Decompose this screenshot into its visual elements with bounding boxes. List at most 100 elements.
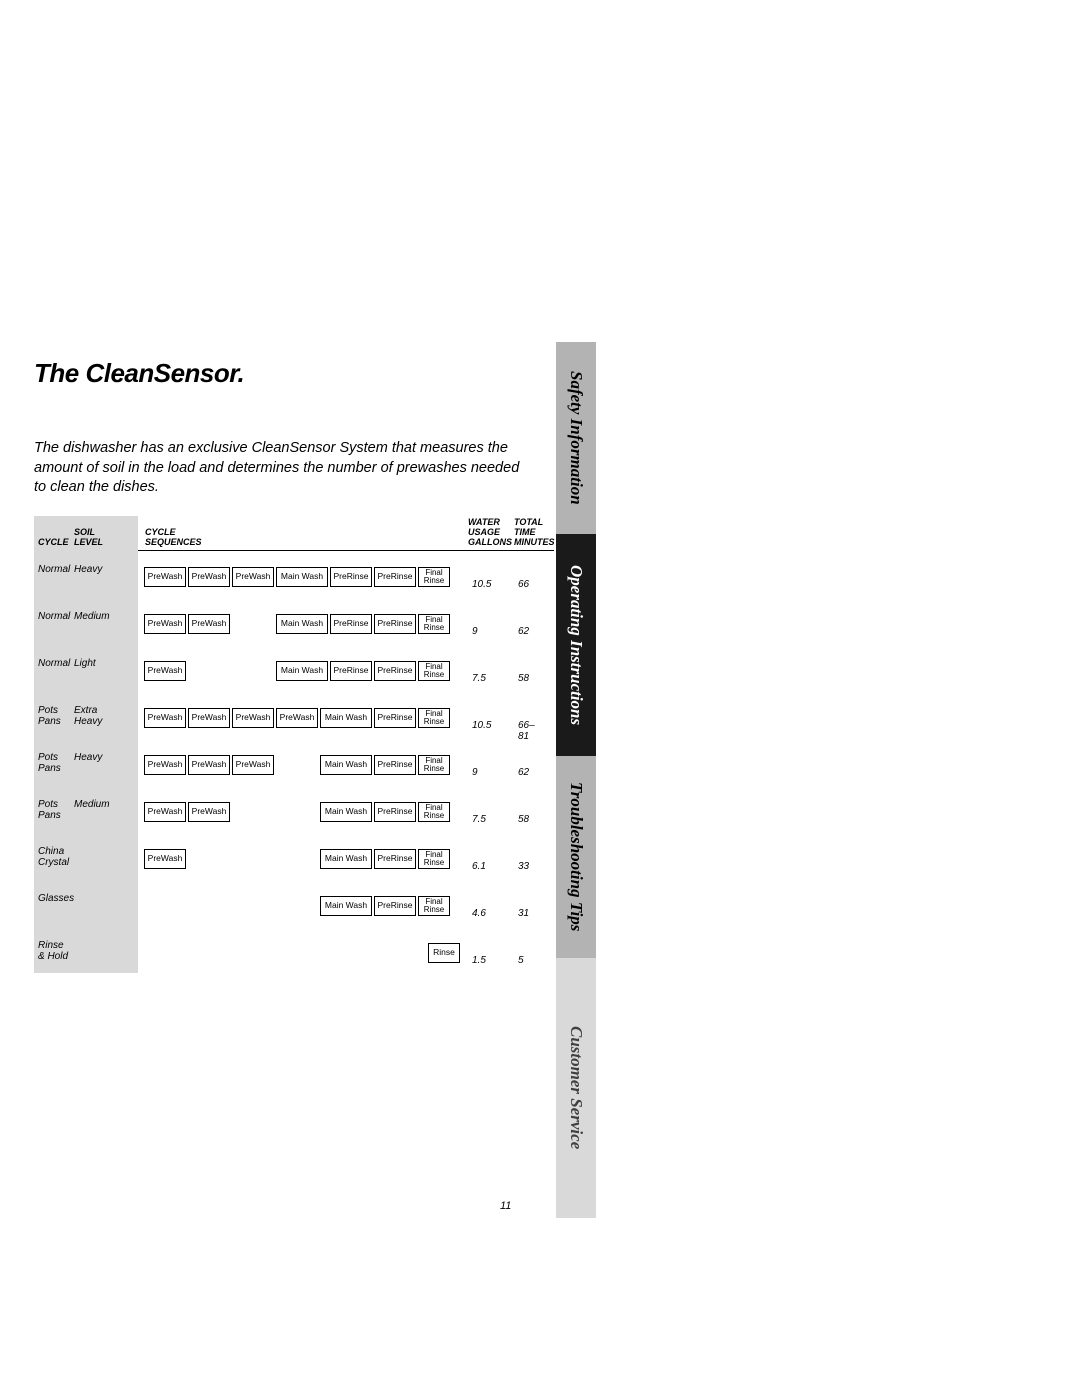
sequence-box: PreWash [144, 614, 186, 634]
sequence-box: PreRinse [374, 755, 416, 775]
sequence-box: FinalRinse [418, 567, 450, 587]
time-value: 66 [518, 579, 529, 590]
table-row: Normal Light PreWash Main WashPreRinsePreRi… [34, 644, 524, 691]
time-value: 58 [518, 814, 529, 825]
tab-safety[interactable]: Safety Information [556, 342, 596, 534]
table-row: ChinaCrystal PreWash Main WashPreRinseFina… [34, 832, 524, 879]
sequence-box: PreWash [144, 567, 186, 587]
soil-label: ExtraHeavy [74, 705, 102, 727]
sequence-box: PreWash [188, 614, 230, 634]
sequence-group: Main WashPreRinsePreRinseFinalRinse [276, 661, 450, 681]
sequence-box: FinalRinse [418, 849, 450, 869]
sequence-box: PreRinse [374, 661, 416, 681]
tab-operating[interactable]: Operating Instructions [556, 534, 596, 756]
tab-customer[interactable]: Customer Service [556, 958, 596, 1218]
soil-label: Medium [74, 799, 110, 810]
time-value: 62 [518, 767, 529, 778]
sequence-box: PreWash [144, 802, 186, 822]
soil-label: Heavy [74, 564, 102, 575]
sequence-box: PreWash [188, 708, 230, 728]
water-value: 1.5 [472, 955, 486, 966]
sequence-box: PreRinse [374, 802, 416, 822]
sequence-box: PreWash [232, 567, 274, 587]
sequence-box: PreWash [144, 708, 186, 728]
sequence-box: Rinse [428, 943, 460, 963]
cycle-label: Normal [38, 658, 70, 669]
table-row: PotsPansHeavyPreWashPreWashPreWashMain W… [34, 738, 524, 785]
water-value: 7.5 [472, 814, 486, 825]
page-title: The CleanSensor. [34, 358, 524, 389]
time-value: 62 [518, 626, 529, 637]
sequence-box: FinalRinse [418, 661, 450, 681]
water-value: 6.1 [472, 861, 486, 872]
page-number: 11 [500, 1200, 511, 1212]
sequence-box: PreRinse [330, 567, 372, 587]
sequence-box: PreWash [232, 755, 274, 775]
cycle-label: PotsPans [38, 705, 61, 727]
soil-label: Light [74, 658, 96, 669]
cycle-label: Normal [38, 611, 70, 622]
sequence-box: FinalRinse [418, 896, 450, 916]
cycle-table: CYCLE SOILLEVEL CYCLESEQUENCES WATERUSAG… [34, 516, 524, 973]
header-water: WATERUSAGEGALLONS [468, 517, 512, 547]
sequence-box: PreRinse [374, 614, 416, 634]
header-sequences: CYCLESEQUENCES [145, 527, 202, 547]
sequence-box: PreRinse [374, 708, 416, 728]
sequence-box: Main Wash [320, 708, 372, 728]
water-value: 7.5 [472, 673, 486, 684]
sequence-box: FinalRinse [418, 755, 450, 775]
sequence-box: PreWash [188, 567, 230, 587]
side-tabs: Safety Information Operating Instruction… [556, 0, 596, 1397]
sequence-group: PreWash [144, 661, 186, 681]
sequence-group: PreWash [144, 849, 186, 869]
sequence-box: PreWash [188, 802, 230, 822]
intro-text: The dishwasher has an exclusive CleanSen… [34, 439, 524, 498]
sequence-box: PreRinse [330, 661, 372, 681]
sequence-group: PreWashPreWashPreWash [144, 755, 274, 775]
sequence-box: Main Wash [276, 614, 328, 634]
sequence-box: Main Wash [320, 849, 372, 869]
sequence-group: PreWashPreWashPreWashPreWashMain WashPre… [144, 708, 450, 728]
sequence-group: Main WashPreRinsePreRinseFinalRinse [276, 614, 450, 634]
soil-label: Medium [74, 611, 110, 622]
sequence-box: FinalRinse [418, 614, 450, 634]
sequence-group: Main WashPreRinseFinalRinse [320, 849, 450, 869]
sequence-box: PreRinse [374, 896, 416, 916]
header-soil: SOILLEVEL [74, 527, 103, 547]
sequence-box: PreWash [232, 708, 274, 728]
sequence-box: Main Wash [320, 755, 372, 775]
sequence-group: Main WashPreRinseFinalRinse [320, 896, 450, 916]
cycle-label: PotsPans [38, 799, 61, 821]
header-cycle: CYCLE [38, 537, 69, 547]
time-value: 5 [518, 955, 524, 966]
sequence-box: PreRinse [330, 614, 372, 634]
sequence-box: FinalRinse [418, 708, 450, 728]
water-value: 10.5 [472, 579, 491, 590]
soil-label: Heavy [74, 752, 102, 763]
sequence-box: PreWash [276, 708, 318, 728]
cycle-label: ChinaCrystal [38, 846, 69, 868]
water-value: 4.6 [472, 908, 486, 919]
sequence-box: PreRinse [374, 849, 416, 869]
sequence-box: Main Wash [320, 896, 372, 916]
table-header: CYCLE SOILLEVEL CYCLESEQUENCES WATERUSAG… [34, 516, 524, 550]
sequence-box: Main Wash [320, 802, 372, 822]
sequence-group: Main WashPreRinseFinalRinse [320, 755, 450, 775]
sequence-box: PreRinse [374, 567, 416, 587]
sequence-group: PreWashPreWashPreWashMain WashPreRinsePr… [144, 567, 450, 587]
cycle-label: Normal [38, 564, 70, 575]
sequence-box: Main Wash [276, 567, 328, 587]
tab-troubleshooting[interactable]: Troubleshooting Tips [556, 756, 596, 958]
header-time: TOTALTIMEMINUTES [514, 517, 555, 547]
time-value: 31 [518, 908, 529, 919]
cycle-label: PotsPans [38, 752, 61, 774]
sequence-box: PreWash [144, 755, 186, 775]
table-row: PotsPans Medium PreWashPreWash Main WashPre… [34, 785, 524, 832]
water-value: 9 [472, 767, 478, 778]
sequence-box: PreWash [144, 849, 186, 869]
table-row: PotsPansExtraHeavyPreWashPreWashPreWashP… [34, 691, 524, 738]
sequence-box: PreWash [188, 755, 230, 775]
table-row: GlassesMain WashPreRinseFinalRinse4.631 [34, 879, 524, 926]
table-row: NormalHeavyPreWashPreWashPreWashMain Was… [34, 550, 524, 597]
sequence-group: Rinse [428, 943, 460, 963]
